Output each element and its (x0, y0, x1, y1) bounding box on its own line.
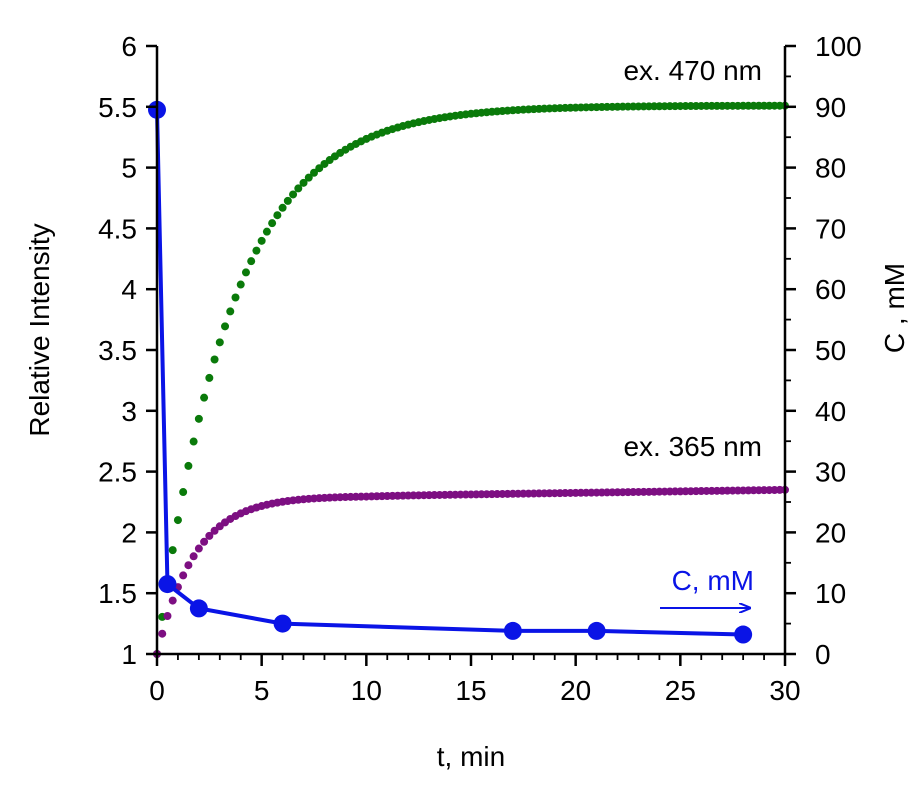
x-tick-label: 30 (769, 675, 800, 706)
annotation-ex-365: ex. 365 nm (623, 431, 762, 462)
ticks (146, 44, 796, 666)
data-point-ex470 (294, 184, 303, 193)
data-point-ex470 (283, 196, 292, 205)
data-point-ex470 (200, 393, 209, 402)
x-tick-label: 5 (254, 675, 270, 706)
data-point-ex470 (304, 173, 313, 182)
data-point-ex365 (158, 629, 167, 638)
right-y-tick-label: 20 (815, 517, 846, 548)
x-tick-label: 20 (560, 675, 591, 706)
x-tick-label: 10 (351, 675, 382, 706)
left-y-tick-label: 2 (121, 517, 137, 548)
x-tick-label: 25 (665, 675, 696, 706)
data-point-ex470 (194, 414, 203, 423)
data-point-ex365 (200, 537, 209, 546)
left-y-tick-label: 3.5 (98, 335, 137, 366)
data-point-ex470 (189, 437, 198, 446)
right-y-tick-label: 50 (815, 335, 846, 366)
data-point-ex365 (205, 531, 214, 540)
data-point-ex470 (236, 280, 245, 289)
marker-conc (587, 621, 606, 640)
left-y-axis-title: Relative Intensity (24, 223, 55, 436)
data-point-ex470 (215, 338, 224, 347)
right-y-tick-label: 80 (815, 153, 846, 184)
right-y-tick-label: 60 (815, 274, 846, 305)
left-y-tick-label: 5.5 (98, 92, 137, 123)
series-ex365 (153, 485, 789, 658)
data-point-ex470 (173, 516, 182, 525)
data-point-ex365 (184, 561, 193, 570)
data-point-ex365 (163, 611, 172, 620)
marker-conc (734, 625, 753, 644)
data-point-ex365 (194, 544, 203, 553)
data-point-ex365 (179, 571, 188, 580)
data-point-ex470 (257, 236, 266, 245)
marker-conc (189, 599, 208, 618)
line-conc (155, 109, 744, 637)
plot-series (148, 100, 789, 658)
data-point-ex470 (231, 293, 240, 302)
right-y-tick-label: 0 (815, 639, 831, 670)
right-y-tick-label: 100 (815, 31, 862, 62)
x-axis-title: t, min (437, 741, 505, 772)
data-point-ex470 (278, 203, 287, 212)
data-point-ex470 (299, 178, 308, 187)
x-tick-label: 15 (455, 675, 486, 706)
data-point-ex470 (184, 461, 193, 470)
left-y-tick-label: 1.5 (98, 578, 137, 609)
annotation-concentration: C, mM (672, 565, 754, 596)
series-conc (148, 100, 753, 644)
left-y-tick-label: 5 (121, 153, 137, 184)
data-point-ex470 (289, 190, 298, 199)
data-point-ex470 (252, 246, 261, 255)
right-y-axis-title: C , mM (879, 263, 910, 353)
data-point-ex470 (262, 227, 271, 236)
right-y-tick-label: 40 (815, 396, 846, 427)
data-point-ex470 (179, 488, 188, 497)
x-tick-label: 0 (149, 675, 165, 706)
data-point-ex470 (226, 307, 235, 316)
marker-conc (503, 621, 522, 640)
data-point-ex470 (310, 168, 318, 177)
marker-conc (273, 614, 292, 633)
tick-labels: 0 5 10 15 20 25 3011.522.533.544.555.560102030… (98, 31, 862, 706)
right-y-tick-label: 90 (815, 92, 846, 123)
left-y-tick-label: 4.5 (98, 213, 137, 244)
left-y-tick-label: 3 (121, 396, 137, 427)
annotation-ex-470: ex. 470 nm (623, 55, 762, 86)
data-point-ex470 (221, 322, 230, 331)
right-y-tick-label: 30 (815, 457, 846, 488)
data-point-ex365 (210, 526, 219, 535)
data-point-ex470 (273, 211, 282, 220)
data-point-ex470 (268, 219, 277, 228)
data-point-ex470 (241, 268, 250, 277)
data-point-ex365 (189, 552, 198, 561)
data-point-ex365 (168, 596, 177, 605)
left-y-tick-label: 4 (121, 274, 137, 305)
data-point-ex470 (210, 355, 219, 364)
marker-conc (158, 575, 177, 594)
axes (155, 46, 787, 656)
right-y-tick-label: 10 (815, 578, 846, 609)
data-point-ex470 (168, 546, 177, 555)
data-point-ex470 (205, 373, 214, 382)
series-ex470 (153, 101, 789, 658)
data-point-ex470 (247, 257, 256, 266)
left-y-tick-label: 1 (121, 639, 137, 670)
right-y-tick-label: 70 (815, 213, 846, 244)
left-y-tick-label: 6 (121, 31, 137, 62)
left-y-tick-label: 2.5 (98, 457, 137, 488)
